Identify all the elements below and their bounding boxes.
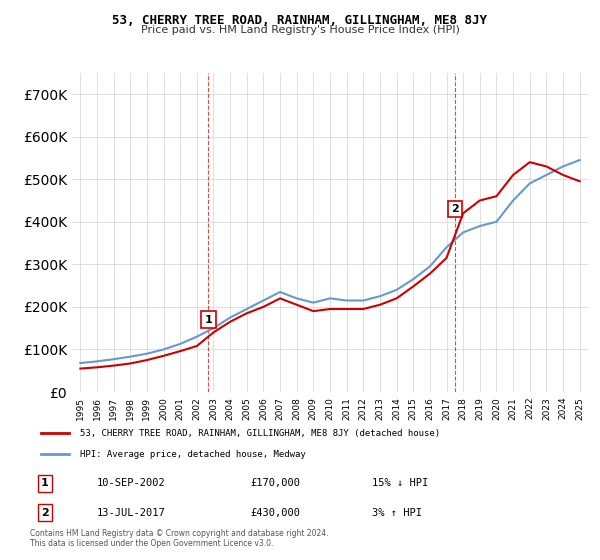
Text: 2: 2 [451, 204, 459, 214]
Text: This data is licensed under the Open Government Licence v3.0.: This data is licensed under the Open Gov… [30, 539, 274, 548]
Text: 2: 2 [41, 508, 49, 518]
Text: 13-JUL-2017: 13-JUL-2017 [96, 508, 165, 518]
Text: Contains HM Land Registry data © Crown copyright and database right 2024.: Contains HM Land Registry data © Crown c… [30, 530, 329, 539]
Text: 53, CHERRY TREE ROAD, RAINHAM, GILLINGHAM, ME8 8JY: 53, CHERRY TREE ROAD, RAINHAM, GILLINGHA… [113, 14, 487, 27]
Text: 10-SEP-2002: 10-SEP-2002 [96, 478, 165, 488]
Text: 15% ↓ HPI: 15% ↓ HPI [372, 478, 428, 488]
Text: 1: 1 [41, 478, 49, 488]
Text: 3% ↑ HPI: 3% ↑ HPI [372, 508, 422, 518]
Text: £170,000: £170,000 [251, 478, 301, 488]
Text: £430,000: £430,000 [251, 508, 301, 518]
Text: HPI: Average price, detached house, Medway: HPI: Average price, detached house, Medw… [80, 450, 305, 459]
Text: Price paid vs. HM Land Registry's House Price Index (HPI): Price paid vs. HM Land Registry's House … [140, 25, 460, 35]
Text: 1: 1 [205, 315, 212, 325]
Text: 53, CHERRY TREE ROAD, RAINHAM, GILLINGHAM, ME8 8JY (detached house): 53, CHERRY TREE ROAD, RAINHAM, GILLINGHA… [80, 429, 440, 438]
